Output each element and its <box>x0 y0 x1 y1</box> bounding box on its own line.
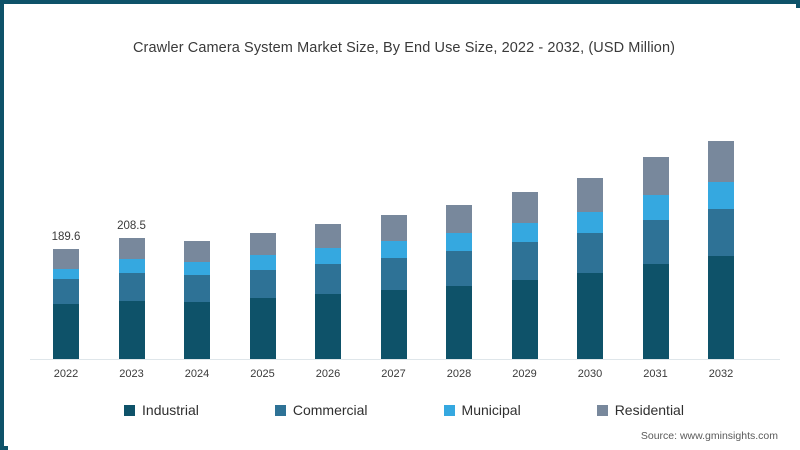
bar-segment-commercial-2023[interactable] <box>118 273 145 301</box>
x-tick-label-2030: 2030 <box>577 368 603 380</box>
bar-segment-commercial-2032[interactable] <box>708 208 734 257</box>
bar-2024[interactable] <box>184 240 210 359</box>
axis-baseline <box>30 359 780 360</box>
bar-2022[interactable] <box>53 248 79 359</box>
bar-segment-municipal-2030[interactable] <box>577 211 603 234</box>
legend-item-industrial[interactable]: Industrial <box>124 402 199 418</box>
bar-segment-residential-2032[interactable] <box>708 140 734 182</box>
bar-segment-municipal-2028[interactable] <box>446 233 472 252</box>
x-tick-label-2025: 2025 <box>250 368 275 380</box>
bar-segment-commercial-2029[interactable] <box>511 242 538 280</box>
bar-segment-residential-2022[interactable] <box>53 248 79 269</box>
x-tick-label-2029: 2029 <box>512 368 537 380</box>
bar-2031[interactable] <box>642 157 669 359</box>
bar-segment-residential-2031[interactable] <box>642 157 669 196</box>
x-tick-label-2031: 2031 <box>643 368 668 380</box>
bar-segment-commercial-2026[interactable] <box>315 264 341 295</box>
data-label-2022: 189.6 <box>51 230 81 243</box>
bar-segment-industrial-2031[interactable] <box>642 264 669 359</box>
bar-2032[interactable] <box>708 140 734 359</box>
legend-swatch-icon-municipal <box>443 404 455 416</box>
x-tick-label-2024: 2024 <box>184 368 210 380</box>
bar-segment-industrial-2026[interactable] <box>315 294 341 359</box>
x-tick-label-2027: 2027 <box>381 368 406 380</box>
bar-2025[interactable] <box>249 232 276 359</box>
bar-segment-industrial-2030[interactable] <box>577 273 603 359</box>
bar-2030[interactable] <box>577 177 603 359</box>
legend-swatch-icon-commercial <box>274 404 286 416</box>
bar-segment-residential-2023[interactable] <box>118 237 145 260</box>
bar-2023[interactable] <box>118 237 145 359</box>
bar-segment-industrial-2029[interactable] <box>511 279 538 359</box>
legend-swatch-icon-residential <box>596 404 608 416</box>
bar-segment-municipal-2025[interactable] <box>249 255 276 270</box>
bar-2028[interactable] <box>446 205 472 359</box>
bar-segment-residential-2025[interactable] <box>249 232 276 256</box>
bar-segment-commercial-2025[interactable] <box>249 269 276 299</box>
chart-title: Crawler Camera System Market Size, By En… <box>132 40 676 56</box>
bar-segment-commercial-2027[interactable] <box>380 257 407 291</box>
bar-segment-residential-2027[interactable] <box>380 214 407 241</box>
bar-segment-municipal-2031[interactable] <box>642 195 669 220</box>
bar-segment-municipal-2032[interactable] <box>708 181 734 209</box>
x-tick-label-2022: 2022 <box>53 368 79 380</box>
legend-item-residential[interactable]: Residential <box>596 402 684 418</box>
bar-segment-residential-2030[interactable] <box>577 177 603 212</box>
legend-label: Commercial <box>292 402 368 418</box>
bar-segment-municipal-2022[interactable] <box>53 268 79 279</box>
bar-segment-commercial-2028[interactable] <box>446 251 472 286</box>
bar-segment-municipal-2023[interactable] <box>118 259 145 274</box>
x-tick-label-2028: 2028 <box>446 368 472 380</box>
bar-segment-commercial-2024[interactable] <box>184 275 210 302</box>
bar-2027[interactable] <box>380 214 407 359</box>
plot-area: 189.6 208.5 2022 2023 2024 2025 2026 2027 2028 2… <box>8 8 800 450</box>
chart-canvas: Crawler Camera System Market Size, By En… <box>8 8 800 450</box>
bar-segment-industrial-2028[interactable] <box>446 285 472 359</box>
bar-segment-municipal-2029[interactable] <box>511 222 538 243</box>
bar-segment-residential-2028[interactable] <box>446 205 472 234</box>
chart-legend: Industrial Commercial Municipal Residential <box>8 402 800 418</box>
bar-segment-industrial-2027[interactable] <box>380 290 407 359</box>
legend-swatch-icon-industrial <box>124 404 136 416</box>
bar-segment-municipal-2024[interactable] <box>184 261 210 276</box>
data-label-2023: 208.5 <box>117 219 146 232</box>
bar-segment-industrial-2022[interactable] <box>53 303 79 359</box>
bar-segment-industrial-2024[interactable] <box>184 301 210 359</box>
bar-segment-industrial-2025[interactable] <box>249 298 276 359</box>
bar-segment-municipal-2026[interactable] <box>315 248 341 265</box>
bar-segment-industrial-2023[interactable] <box>118 300 145 359</box>
bar-segment-commercial-2030[interactable] <box>577 233 603 274</box>
legend-label: Residential <box>614 402 684 418</box>
x-tick-label-2032: 2032 <box>708 368 734 380</box>
bar-segment-municipal-2027[interactable] <box>380 240 407 258</box>
legend-label: Industrial <box>142 402 199 418</box>
bar-2026[interactable] <box>315 223 341 359</box>
bar-segment-residential-2024[interactable] <box>184 240 210 262</box>
bar-segment-industrial-2032[interactable] <box>708 256 734 359</box>
source-attribution: Source: www.gminsights.com <box>640 430 778 442</box>
bar-segment-residential-2026[interactable] <box>315 223 341 249</box>
bar-2029[interactable] <box>511 191 538 359</box>
legend-label: Municipal <box>461 402 521 418</box>
x-tick-label-2023: 2023 <box>119 368 144 380</box>
bar-segment-commercial-2031[interactable] <box>642 219 669 265</box>
legend-item-municipal[interactable]: Municipal <box>443 402 521 418</box>
bar-segment-commercial-2022[interactable] <box>53 278 79 304</box>
bar-segment-residential-2029[interactable] <box>511 191 538 223</box>
x-tick-label-2026: 2026 <box>315 368 341 380</box>
legend-item-commercial[interactable]: Commercial <box>274 402 368 418</box>
